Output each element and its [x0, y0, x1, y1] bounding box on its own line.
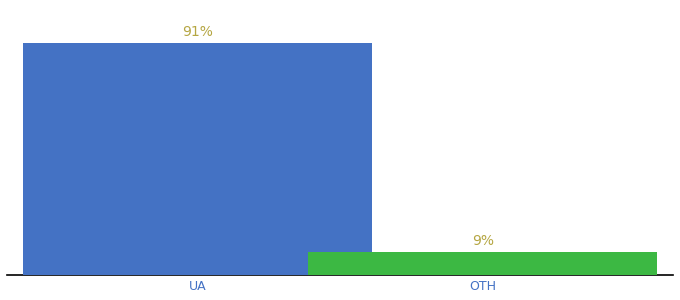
Text: 91%: 91% — [182, 25, 213, 39]
Bar — [308, 252, 657, 275]
Text: 9%: 9% — [472, 234, 494, 248]
Bar — [23, 43, 372, 275]
